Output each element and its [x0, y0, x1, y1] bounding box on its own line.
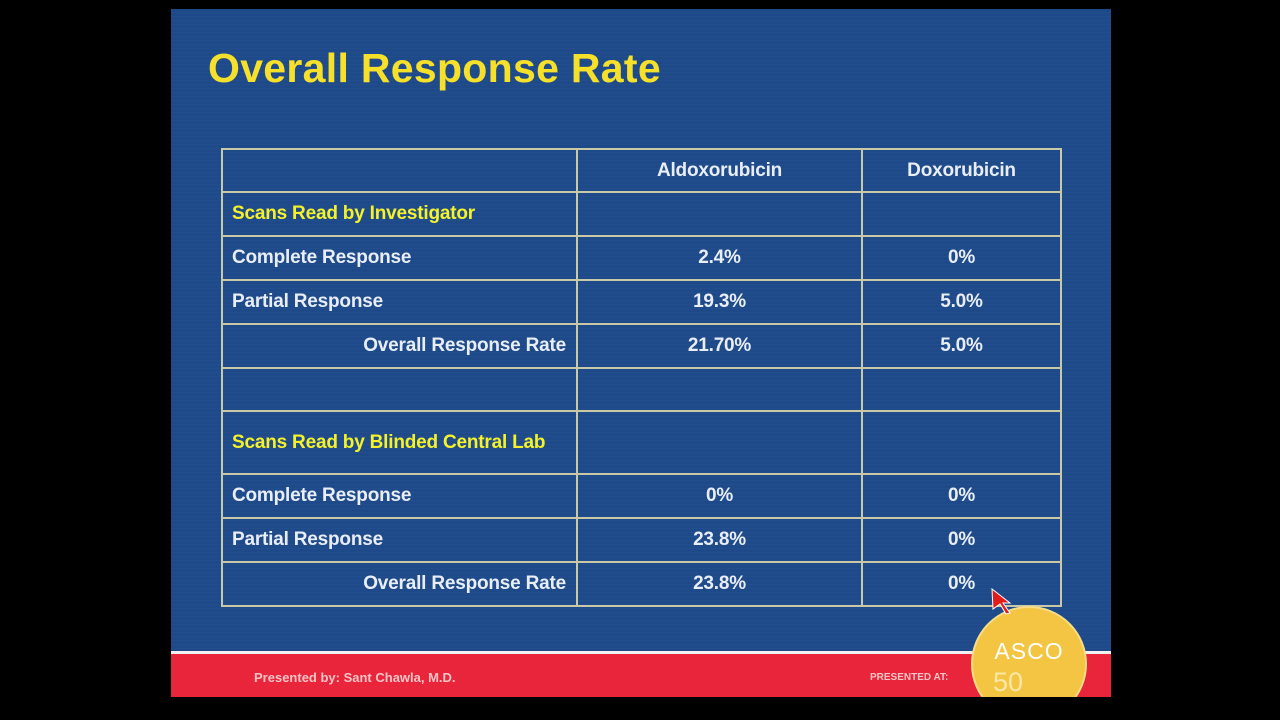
section-label-central-lab: Scans Read by Blinded Central Lab [221, 410, 578, 475]
table-cell [861, 410, 1062, 475]
aldoxorubicin-value: 23.8% [576, 517, 863, 563]
doxorubicin-total: 5.0% [861, 323, 1062, 369]
table-total-row: Overall Response Rate 23.8% 0% [221, 561, 1062, 607]
response-rate-table: Aldoxorubicin Doxorubicin Scans Read by … [221, 148, 1062, 607]
table-blank-row [221, 367, 1062, 412]
table-row: Complete Response 2.4% 0% [221, 235, 1062, 281]
aldoxorubicin-total: 23.8% [576, 561, 863, 607]
asco-logo-text: ASCO [994, 638, 1064, 664]
total-label: Overall Response Rate [221, 561, 578, 607]
aldoxorubicin-value: 19.3% [576, 279, 863, 325]
doxorubicin-value: 0% [861, 517, 1062, 563]
table-cell [861, 367, 1062, 412]
table-cell [221, 367, 578, 412]
doxorubicin-total: 0% [861, 561, 1062, 607]
table-cell [576, 191, 863, 237]
section-label-investigator: Scans Read by Investigator [221, 191, 578, 237]
table-header-row: Aldoxorubicin Doxorubicin [221, 148, 1062, 193]
aldoxorubicin-total: 21.70% [576, 323, 863, 369]
slide-title: Overall Response Rate [208, 45, 661, 91]
row-label: Partial Response [221, 517, 578, 563]
table-total-row: Overall Response Rate 21.70% 5.0% [221, 323, 1062, 369]
row-label: Partial Response [221, 279, 578, 325]
doxorubicin-value: 0% [861, 473, 1062, 519]
aldoxorubicin-value: 2.4% [576, 235, 863, 281]
table-cell [576, 410, 863, 475]
asco-anniversary-number: 50 [993, 667, 1024, 697]
slide-footer: Presented by: Sant Chawla, M.D. PRESENTE… [171, 651, 1111, 697]
table-section-row: Scans Read by Blinded Central Lab [221, 410, 1062, 475]
asco-logo: ASCO 50 [971, 606, 1087, 697]
table-cell [861, 191, 1062, 237]
header-doxorubicin: Doxorubicin [861, 148, 1062, 193]
presentation-slide: Overall Response Rate Aldoxorubicin Doxo… [171, 9, 1111, 697]
row-label: Complete Response [221, 473, 578, 519]
presenter-credit: Presented by: Sant Chawla, M.D. [254, 670, 456, 685]
aldoxorubicin-value: 0% [576, 473, 863, 519]
total-label: Overall Response Rate [221, 323, 578, 369]
table-cell [576, 367, 863, 412]
table-row: Partial Response 19.3% 5.0% [221, 279, 1062, 325]
presented-at-label: PRESENTED AT: [870, 672, 949, 683]
header-cell-empty [221, 148, 578, 193]
header-aldoxorubicin: Aldoxorubicin [576, 148, 863, 193]
doxorubicin-value: 5.0% [861, 279, 1062, 325]
row-label: Complete Response [221, 235, 578, 281]
mouse-pointer-icon [991, 587, 1012, 615]
doxorubicin-value: 0% [861, 235, 1062, 281]
table-section-row: Scans Read by Investigator [221, 191, 1062, 237]
table-row: Complete Response 0% 0% [221, 473, 1062, 519]
table-row: Partial Response 23.8% 0% [221, 517, 1062, 563]
